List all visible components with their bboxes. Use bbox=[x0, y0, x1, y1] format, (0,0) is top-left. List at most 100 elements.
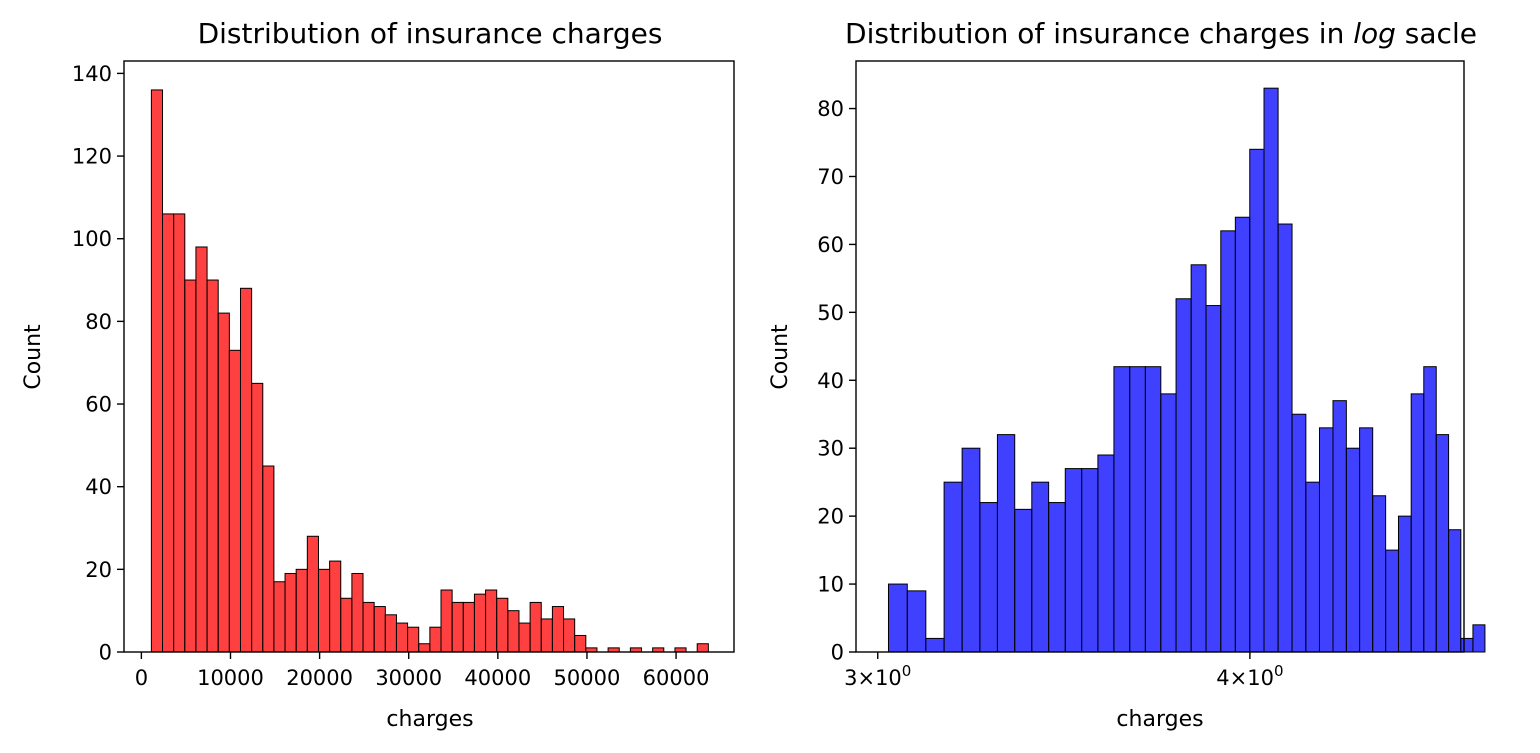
left-x-tick-label-5: 50000 bbox=[554, 666, 621, 690]
right-bar-1 bbox=[906, 590, 927, 653]
left-y-tick-label-4: 80 bbox=[85, 310, 112, 334]
left-x-tick-label-4: 40000 bbox=[464, 666, 531, 690]
right-y-tick-label-2: 20 bbox=[817, 505, 844, 529]
chart-left: Distribution of insurance charges 0 10000… bbox=[21, 17, 735, 732]
left-y-tick-label-7: 140 bbox=[72, 62, 112, 86]
left-y-tick-label-3: 60 bbox=[85, 393, 112, 417]
left-bar-15 bbox=[317, 568, 331, 653]
right-y-tick-label-7: 70 bbox=[817, 165, 844, 189]
right-x-tick-label-1: 4×100 bbox=[1216, 662, 1283, 690]
right-x-tick-exp-0: 0 bbox=[902, 662, 912, 680]
left-bar-21 bbox=[384, 614, 397, 653]
left-bar-35 bbox=[540, 618, 553, 653]
left-bars bbox=[150, 89, 709, 653]
right-bar-31 bbox=[1372, 495, 1387, 653]
right-y-tick-label-3: 30 bbox=[817, 437, 844, 461]
left-bar-33 bbox=[518, 622, 531, 653]
right-bar-13 bbox=[1113, 366, 1131, 653]
left-x-tick-label-2: 20000 bbox=[286, 666, 353, 690]
right-x-tick-base-1: 4×10 bbox=[1216, 666, 1274, 690]
right-x-ticks: 3×100 4×100 bbox=[844, 652, 1284, 690]
left-bar-8 bbox=[239, 287, 253, 653]
right-y-tick-label-0: 0 bbox=[831, 641, 844, 665]
right-bar-24 bbox=[1277, 223, 1293, 653]
right-chart-title: Distribution of insurance charges in log… bbox=[845, 17, 1477, 50]
right-x-axis-label: charges bbox=[1116, 707, 1203, 732]
left-y-axis-label: Count bbox=[21, 324, 46, 390]
right-y-tick-label-8: 80 bbox=[817, 97, 844, 121]
left-bar-31 bbox=[496, 597, 509, 653]
left-bar-13 bbox=[295, 568, 308, 653]
right-bar-21 bbox=[1234, 216, 1251, 653]
left-bar-2 bbox=[173, 213, 186, 653]
left-plot-frame bbox=[123, 60, 735, 653]
left-x-axis-label: charges bbox=[386, 707, 473, 732]
right-bar-32 bbox=[1385, 549, 1399, 653]
left-y-ticks: 0 20 40 60 80 100 120 140 bbox=[72, 62, 124, 665]
right-bar-37 bbox=[1448, 529, 1462, 653]
right-bar-5 bbox=[979, 502, 998, 653]
right-x-tick-base-0: 3×10 bbox=[844, 666, 902, 690]
right-bar-23 bbox=[1263, 87, 1279, 653]
left-bar-1 bbox=[162, 213, 175, 653]
right-bar-2 bbox=[925, 637, 945, 653]
right-y-tick-label-5: 50 bbox=[817, 301, 844, 325]
left-x-ticks: 0 10000 20000 30000 40000 50000 60000 bbox=[135, 652, 709, 690]
left-y-tick-label-0: 0 bbox=[99, 641, 112, 665]
left-bar-9 bbox=[251, 382, 264, 653]
left-bar-3 bbox=[184, 279, 197, 653]
left-x-tick-label-0: 0 bbox=[135, 666, 148, 690]
right-y-tick-label-4: 40 bbox=[817, 369, 844, 393]
right-bar-25 bbox=[1291, 413, 1307, 653]
right-bar-10 bbox=[1064, 468, 1083, 653]
left-bar-28 bbox=[462, 601, 475, 653]
right-bar-36 bbox=[1435, 434, 1450, 653]
right-bar-3 bbox=[943, 481, 963, 653]
left-bar-20 bbox=[373, 606, 386, 653]
right-bar-6 bbox=[996, 434, 1016, 653]
right-bar-0 bbox=[887, 583, 908, 653]
left-bar-14 bbox=[306, 535, 319, 653]
right-bar-29 bbox=[1345, 447, 1361, 653]
left-bar-17 bbox=[340, 597, 353, 653]
right-bar-12 bbox=[1097, 454, 1115, 653]
left-y-tick-label-5: 100 bbox=[72, 227, 112, 251]
right-bar-20 bbox=[1220, 230, 1236, 653]
right-bars bbox=[887, 87, 1486, 653]
right-bar-33 bbox=[1397, 515, 1412, 653]
right-y-tick-label-6: 60 bbox=[817, 233, 844, 257]
left-y-tick-label-6: 120 bbox=[72, 145, 112, 169]
left-bar-34 bbox=[529, 601, 542, 653]
right-bar-14 bbox=[1129, 366, 1146, 653]
right-y-ticks: 0 10 20 30 40 50 60 70 80 bbox=[817, 97, 856, 665]
right-bar-8 bbox=[1031, 481, 1050, 653]
right-bar-16 bbox=[1160, 393, 1177, 653]
right-y-axis-label: Count bbox=[768, 324, 793, 390]
left-bar-22 bbox=[395, 622, 409, 653]
left-bar-32 bbox=[507, 610, 520, 653]
right-title-prefix: Distribution of insurance charges in bbox=[845, 17, 1353, 50]
left-bar-49 bbox=[696, 643, 709, 653]
left-bar-23 bbox=[407, 626, 420, 653]
left-bar-37 bbox=[563, 618, 576, 653]
left-bar-25 bbox=[429, 626, 442, 653]
right-bar-30 bbox=[1359, 427, 1374, 653]
left-y-tick-label-2: 40 bbox=[85, 475, 112, 499]
left-bar-11 bbox=[273, 581, 286, 653]
right-x-tick-exp-1: 0 bbox=[1274, 662, 1284, 680]
right-bar-17 bbox=[1175, 298, 1192, 653]
right-bar-18 bbox=[1190, 264, 1207, 653]
left-chart-title: Distribution of insurance charges bbox=[198, 17, 663, 50]
right-bar-19 bbox=[1205, 305, 1222, 653]
right-title-suffix: sacle bbox=[1396, 17, 1477, 50]
left-bar-5 bbox=[206, 279, 219, 653]
right-bar-39 bbox=[1472, 624, 1486, 653]
left-bar-4 bbox=[195, 246, 208, 653]
right-plot-frame bbox=[855, 60, 1465, 653]
right-bar-28 bbox=[1332, 400, 1347, 653]
right-bar-38 bbox=[1460, 637, 1474, 653]
left-bar-10 bbox=[262, 465, 275, 653]
right-title-italic: log bbox=[1353, 17, 1396, 50]
left-x-tick-label-1: 10000 bbox=[197, 666, 264, 690]
